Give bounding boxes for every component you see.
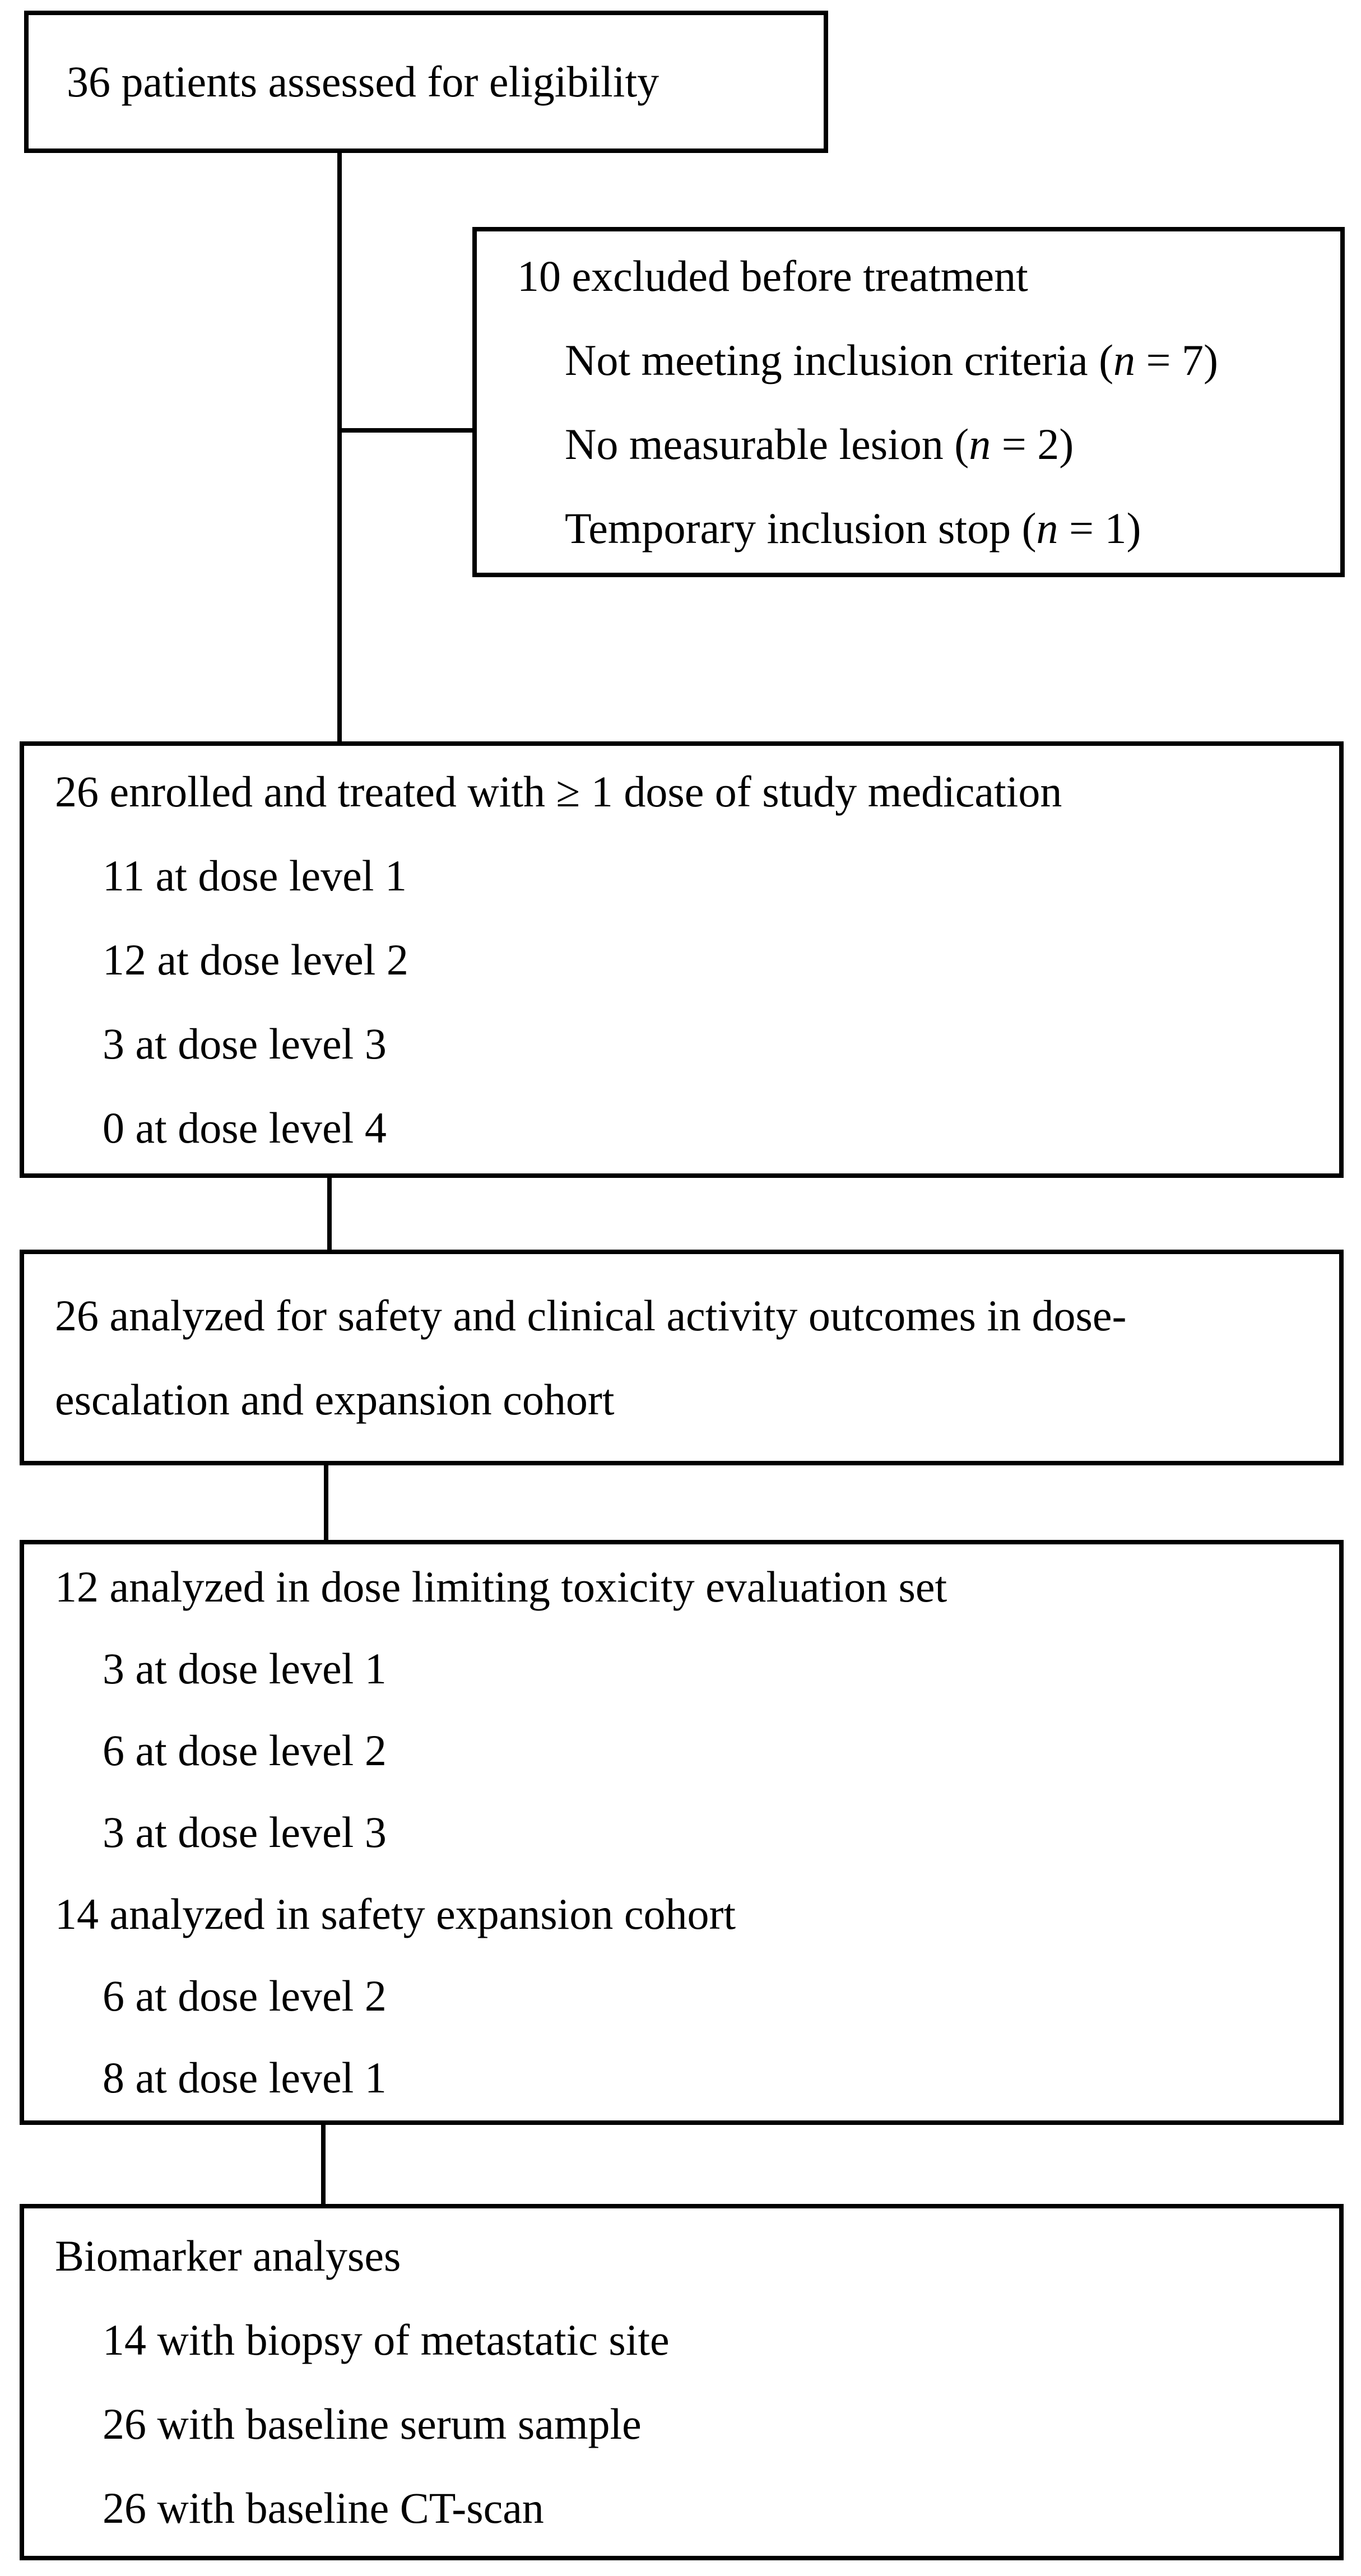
- box-analyzed-safety-clinical-activity: 26 analyzed for safety and clinical acti…: [20, 1250, 1344, 1465]
- flow-text-line: 36 patients assessed for eligibility: [67, 57, 659, 106]
- box-enrolled-and-treated: 26 enrolled and treated with ≥ 1 dose of…: [20, 741, 1344, 1178]
- box-dose-limiting-toxicity-set: 12 analyzed in dose limiting toxicity ev…: [20, 1540, 1344, 2125]
- flow-text-line: 11 at dose level 1: [103, 851, 407, 900]
- flow-text-line: 12 analyzed in dose limiting toxicity ev…: [55, 1562, 947, 1611]
- flow-text-line: 0 at dose level 4: [103, 1103, 387, 1152]
- connector-vertical-dlt-to-biomarker: [321, 2125, 326, 2204]
- connector-horizontal-branch-to-excluded: [337, 428, 477, 433]
- flow-text-line: 6 at dose level 2: [103, 1726, 387, 1775]
- flow-text-line: 26 with baseline serum sample: [103, 2399, 642, 2448]
- flow-text-line: escalation and expansion cohort: [55, 1375, 615, 1424]
- flow-text-line: 14 analyzed in safety expansion cohort: [55, 1890, 736, 1938]
- flow-text-line: No measurable lesion (n = 2): [565, 419, 1074, 468]
- flow-text-line: 10 excluded before treatment: [517, 251, 1028, 300]
- flow-text-line: Temporary inclusion stop (n = 1): [565, 503, 1141, 553]
- box-biomarker-analyses: Biomarker analyses 14 with biopsy of meta…: [20, 2204, 1344, 2560]
- flow-text-line: 14 with biopsy of metastatic site: [103, 2315, 670, 2364]
- flow-text-line: Biomarker analyses: [55, 2231, 401, 2280]
- flow-text-line: 3 at dose level 1: [103, 1644, 387, 1693]
- flow-text-line: 26 enrolled and treated with ≥ 1 dose of…: [55, 767, 1062, 816]
- flow-text-line: 8 at dose level 1: [103, 2053, 387, 2102]
- flow-text-line: 12 at dose level 2: [103, 935, 408, 984]
- connector-vertical-analyzed-to-dlt: [324, 1465, 328, 1540]
- box-patients-assessed: 36 patients assessed for eligibility: [24, 11, 828, 153]
- flow-text-line: 26 analyzed for safety and clinical acti…: [55, 1291, 1127, 1340]
- box-excluded-before-treatment: 10 excluded before treatment Not meeting …: [472, 227, 1345, 577]
- flow-text-line: 6 at dose level 2: [103, 1971, 387, 2020]
- flow-text-line: Not meeting inclusion criteria (n = 7): [565, 335, 1219, 384]
- connector-vertical-enrolled-to-analyzed: [327, 1178, 332, 1250]
- connector-vertical-eligibility-to-enrolled: [337, 153, 342, 741]
- flow-text-line: 3 at dose level 3: [103, 1019, 387, 1068]
- flow-text-line: 3 at dose level 3: [103, 1808, 387, 1856]
- flow-text-line: 26 with baseline CT-scan: [103, 2484, 544, 2532]
